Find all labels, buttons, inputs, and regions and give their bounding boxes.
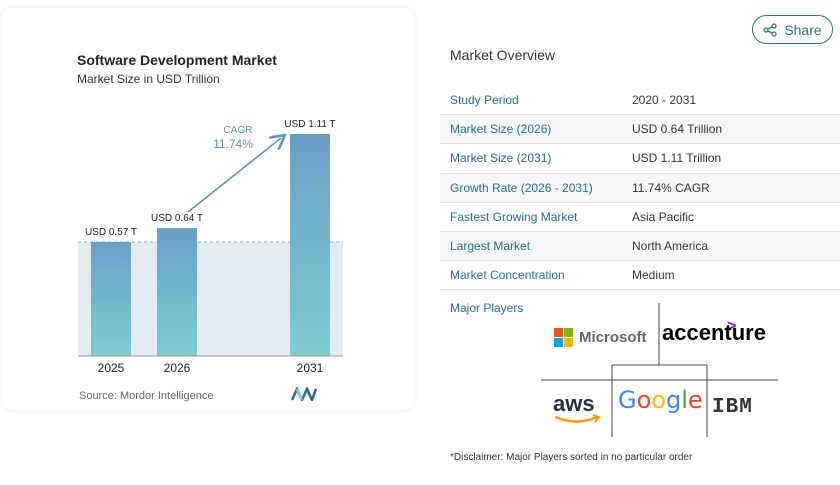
bar-2025 [91, 242, 131, 356]
overview-row: Largest Market North America [440, 231, 840, 262]
accenture-logo: accenture [662, 320, 766, 345]
overview-row-label: Growth Rate (2026 - 2031) [450, 180, 593, 195]
tick-label-2031: 2031 [297, 361, 324, 375]
microsoft-square [554, 338, 563, 347]
share-label: Share [784, 21, 822, 38]
data-label-2025: USD 0.57 T [85, 227, 137, 238]
overview-row-value: Asia Pacific [632, 209, 695, 224]
cagr-value: 11.74% [213, 137, 253, 151]
overview-row-label: Market Size (2031) [450, 151, 552, 166]
bar-2026 [157, 228, 197, 356]
chart-source: Source: Mordor Intelligence [79, 390, 214, 402]
microsoft-text: Microsoft [579, 329, 647, 346]
overview-row: Fastest Growing Market Asia Pacific [440, 203, 840, 232]
overview-row-value: USD 0.64 Trillion [632, 122, 723, 137]
tick-label-2025: 2025 [98, 361, 125, 375]
overview-row: Market Size (2026) USD 0.64 Trillion [440, 115, 840, 145]
google-letter: g [665, 386, 682, 414]
google-letter: l [681, 386, 688, 414]
microsoft-squares-icon [554, 328, 573, 347]
microsoft-square [564, 328, 573, 337]
overview-row-value: North America [632, 238, 709, 253]
share-button[interactable]: Share [752, 15, 833, 44]
data-label-2031: USD 1.11 T [284, 119, 335, 130]
overview-row-value: USD 1.11 Trillion [632, 151, 722, 166]
microsoft-square [564, 338, 573, 347]
major-players-label: Major Players [450, 301, 524, 315]
overview-row-label: Largest Market [450, 238, 531, 253]
overview-row-label: Market Concentration [450, 268, 565, 283]
overview-row: Study Period 2020 - 2031 [440, 86, 840, 116]
microsoft-logo: Microsoft [554, 328, 647, 347]
chart-subtitle: Market Size in USD Trillion [77, 72, 220, 86]
overview-row-value: 2020 - 2031 [632, 93, 697, 107]
cagr-arrow [187, 138, 281, 213]
overview-row-value: 11.74% CAGR [632, 180, 710, 195]
overview-row: Market Concentration Medium [440, 261, 840, 291]
google-letter: o [651, 386, 666, 414]
overview-title: Market Overview [450, 47, 556, 63]
google-letter: G [618, 386, 637, 414]
cagr-label: CAGR [224, 125, 253, 136]
microsoft-square [554, 328, 563, 337]
google-letter: o [636, 386, 652, 414]
google-letter: e [687, 386, 703, 414]
data-label-2026: USD 0.64 T [151, 213, 203, 224]
chart-title: Software Development Market [77, 52, 277, 68]
aws-smile-icon [554, 414, 601, 423]
tick-label-2026: 2026 [164, 361, 191, 375]
overview-row-label: Fastest Growing Market [450, 209, 578, 224]
disclaimer: *Disclaimer: Major Players sorted in no … [450, 452, 693, 463]
aws-logo: aws [553, 391, 595, 417]
overview-table: Study Period 2020 - 2031 Market Size (2026… [440, 86, 840, 291]
mordor-logo-icon [291, 387, 317, 401]
share-icon [763, 22, 777, 37]
accenture-mark-icon: > [727, 318, 737, 335]
overview-row-label: Market Size (2026) [450, 122, 552, 137]
aws-text: aws [553, 391, 595, 416]
bar-chart: USD 0.57 T 2025 USD 0.64 T 2026 USD 1.11 T 20… [78, 119, 343, 375]
ibm-logo: IBM [712, 396, 753, 419]
overview-row: Market Size (2031) USD 1.11 Trillion [440, 144, 840, 174]
overview-row: Growth Rate (2026 - 2031) 11.74% CAGR [440, 173, 840, 203]
overview-row-label: Study Period [450, 93, 519, 107]
bar-2031 [290, 134, 330, 356]
overview-row-value: Medium [632, 268, 675, 283]
